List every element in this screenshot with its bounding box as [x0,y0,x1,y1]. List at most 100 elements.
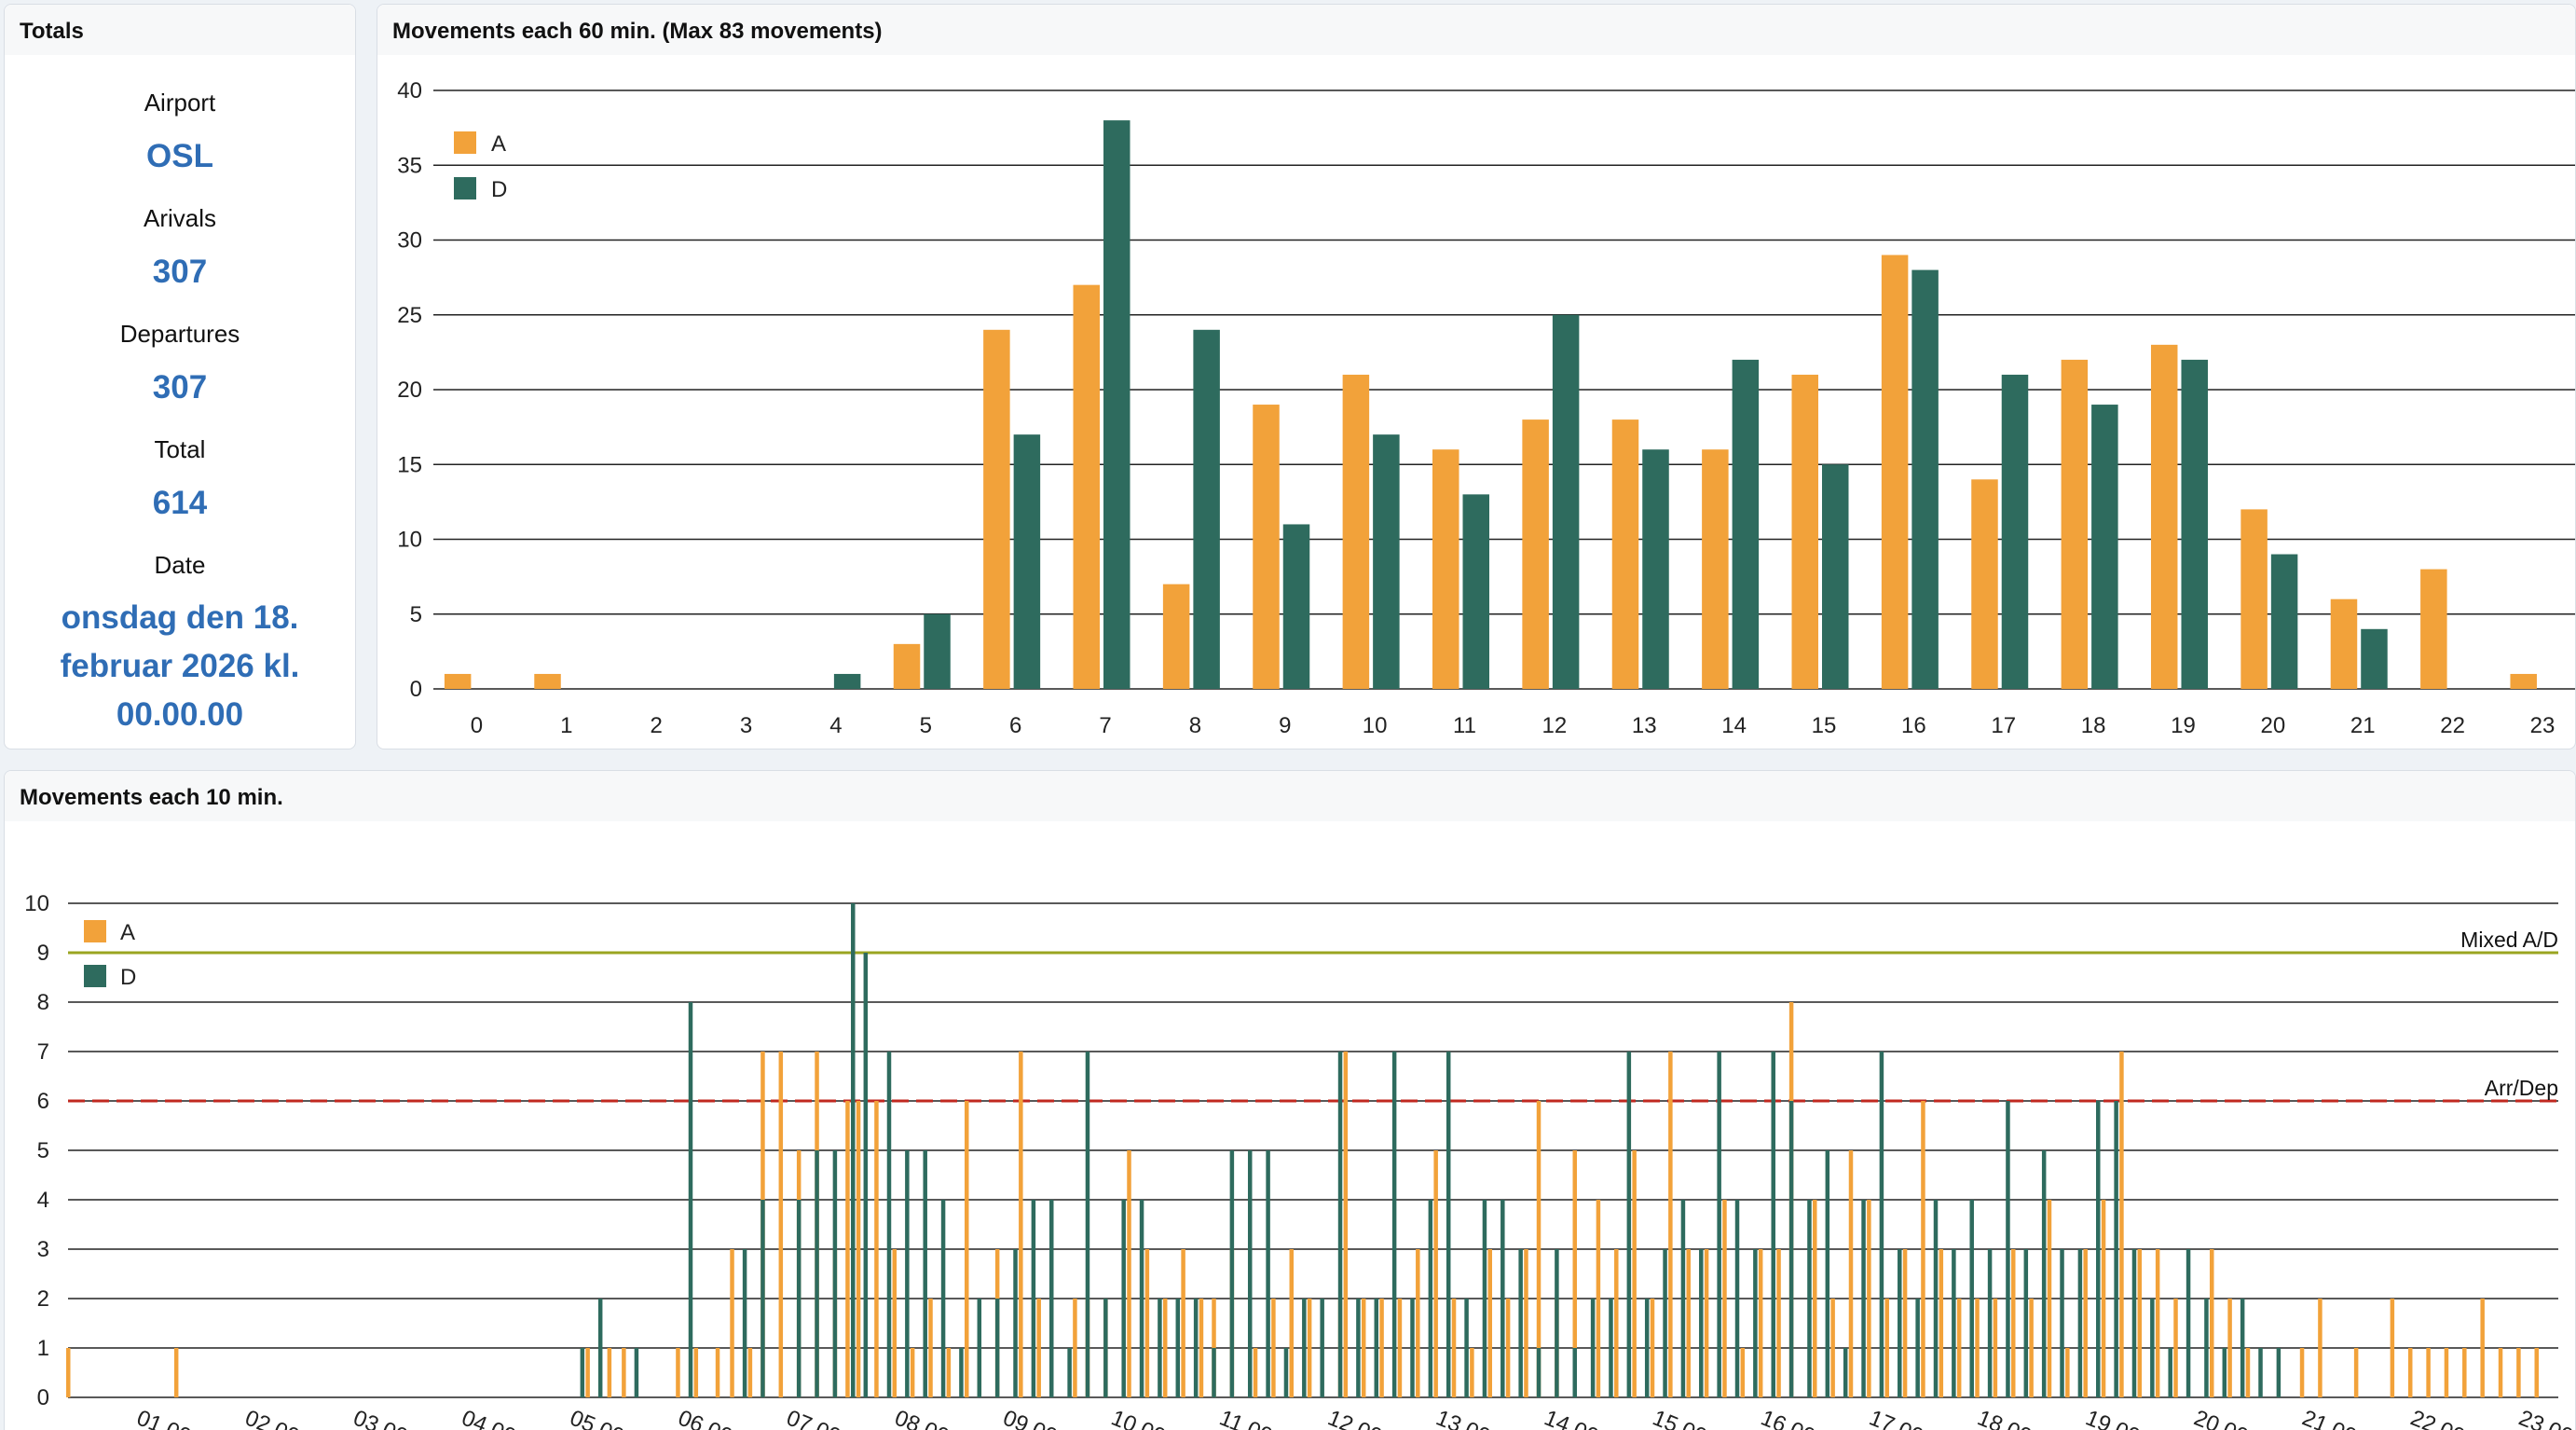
bar-departures [1825,1150,1830,1397]
bar-arrivals [964,1101,969,1397]
bar-arrivals [2390,1299,2395,1397]
x-tick-label: 4 [829,713,842,738]
bar-departures [1103,120,1130,690]
bar-departures [1969,1200,1974,1397]
bar-arrivals [1127,1150,1131,1397]
bar-arrivals [2420,569,2447,689]
bar-departures [1572,1348,1578,1397]
bar-departures [2077,1249,2083,1397]
x-tick-label: 19 [2171,713,2196,738]
bar-arrivals [66,1348,71,1397]
bar-arrivals [2137,1249,2143,1397]
bar-arrivals [1921,1101,1925,1397]
bar-departures [1374,1299,1379,1397]
bar-arrivals [946,1348,952,1397]
arrivals-value: 307 [152,254,208,290]
bar-departures [1031,1200,1036,1397]
bar-arrivals [2011,1249,2016,1397]
bar-arrivals [715,1348,720,1397]
bar-departures [940,1200,946,1397]
bar-departures [2006,1101,2010,1397]
bar-arrivals [1073,1299,1077,1397]
bar-departures [851,903,856,1397]
bar-departures [2276,1348,2281,1397]
bar-departures [796,1200,802,1397]
bar-arrivals [2083,1249,2088,1397]
bar-arrivals [1536,1101,1541,1397]
x-tick-label: 20 [2261,713,2286,738]
x-tick-label: 12 [1542,713,1568,738]
bar-departures [1680,1200,1686,1397]
x-tick-label: 04.00 [458,1406,519,1430]
bar-arrivals [2155,1249,2160,1397]
y-tick-label: 35 [397,153,422,178]
bar-departures [2168,1348,2172,1397]
bar-departures [1282,524,1310,689]
x-tick-label: 11.00 [1216,1406,1276,1430]
bar-departures [1121,1200,1126,1397]
bar-departures [1734,1200,1740,1397]
bar-departures [1266,1150,1270,1397]
bar-departures [1898,1249,1902,1397]
x-tick-label: 2 [650,713,662,738]
bar-arrivals [1776,1249,1781,1397]
x-tick-label: 23.00 [2515,1406,2576,1430]
bar-arrivals [893,643,921,689]
bar-departures [2060,1249,2064,1397]
bar-arrivals [2119,1052,2124,1397]
bar-arrivals [1939,1249,1944,1397]
x-tick-label: 6 [1009,713,1021,738]
bar-departures [1609,1299,1613,1397]
bar-arrivals [173,1348,179,1397]
departures-label: Departures [119,320,240,348]
bar-departures [1843,1348,1848,1397]
bar-arrivals [2227,1299,2232,1397]
x-tick-label: 17.00 [1866,1406,1927,1430]
x-tick-label: 15 [1812,713,1837,738]
bar-departures [1139,1200,1144,1397]
y-tick-label: 9 [37,941,49,966]
bar-departures [833,673,861,689]
bar-arrivals [1632,1150,1637,1397]
bar-arrivals [693,1348,699,1397]
bar-departures [1987,1249,1993,1397]
bar-arrivals [1289,1249,1295,1397]
bar-arrivals [1650,1299,1655,1397]
x-tick-label: 14 [1721,713,1747,738]
x-tick-label: 0 [471,713,483,738]
bar-arrivals [2353,1348,2359,1397]
bar-arrivals [730,1249,734,1397]
x-tick-label: 18 [2081,713,2106,738]
bar-arrivals [1971,479,1998,689]
bar-arrivals [1181,1249,1185,1397]
bar-departures [959,1348,964,1397]
bar-arrivals [1572,1150,1578,1397]
x-tick-label: 03.00 [349,1406,411,1430]
bar-departures [2258,1348,2263,1397]
bar-arrivals [1830,1299,1835,1397]
x-tick-label: 5 [920,713,932,738]
legend-label-arrivals: A [491,131,506,157]
bar-arrivals [1813,1200,1817,1397]
bar-departures [1013,1249,1018,1397]
x-tick-label: 13.00 [1432,1406,1494,1430]
bar-arrivals [1271,1299,1276,1397]
bar-departures [597,1299,603,1397]
bar-arrivals [1668,1052,1673,1397]
bar-arrivals [676,1348,680,1397]
x-tick-label: 05.00 [567,1406,628,1430]
legend-label-departures: D [491,177,507,202]
bar-arrivals [2498,1348,2503,1397]
bar-arrivals [928,1299,933,1397]
airport-value: OSL [146,138,213,174]
bar-departures [1879,1052,1884,1397]
bar-departures [1821,464,1849,689]
y-tick-label: 15 [397,452,422,477]
bar-arrivals [1975,1299,1980,1397]
bar-departures [1247,1150,1253,1397]
x-tick-label: 18.00 [1974,1406,2035,1430]
y-tick-label: 40 [397,78,422,103]
bar-arrivals [1614,1249,1619,1397]
bar-arrivals [2407,1348,2413,1397]
x-tick-label: 8 [1189,713,1201,738]
